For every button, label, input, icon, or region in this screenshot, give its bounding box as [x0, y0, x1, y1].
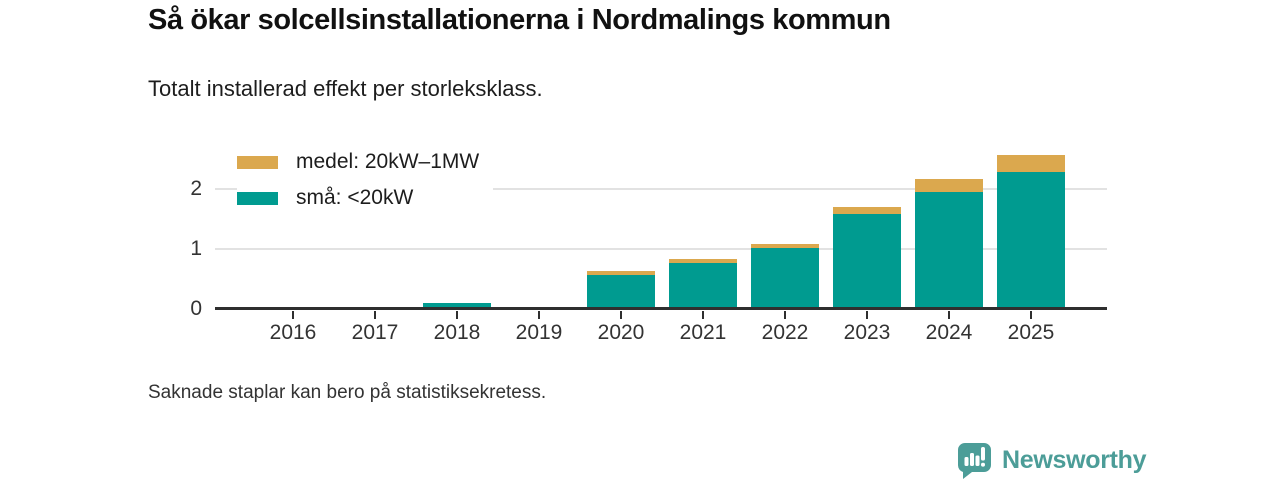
gridline-y1: [215, 248, 1107, 250]
bar-medel-2021: [669, 259, 737, 263]
legend: medel: 20kW–1MW små: <20kW: [237, 146, 494, 220]
bar-sma-2022: [751, 248, 819, 309]
y-tick-label: 1: [190, 237, 202, 260]
x-tick-label: 2017: [351, 321, 399, 344]
x-tick-label: 2018: [433, 321, 481, 344]
x-tick-2021: [702, 311, 704, 319]
legend-swatch: [237, 155, 278, 169]
newsworthy-logo-icon: [958, 443, 991, 479]
y-tick-label: 0: [190, 297, 202, 320]
chart-title: Så ökar solcellsinstallationerna i Nordm…: [148, 4, 891, 36]
x-tick-2025: [1030, 311, 1032, 319]
chart-subtitle: Totalt installerad effekt per storlekskl…: [148, 76, 543, 101]
bar-sma-2021: [669, 263, 737, 309]
brand-logo[interactable]: Newsworthy: [956, 441, 1147, 479]
legend-label: små: <20kW: [296, 186, 414, 209]
brand-name: Newsworthy: [1002, 445, 1147, 474]
y-tick-label: 2: [190, 177, 202, 200]
x-tick-label: 2024: [925, 321, 973, 344]
bar-sma-2024: [915, 192, 983, 309]
x-tick-label: 2023: [843, 321, 891, 344]
x-tick-label: 2022: [761, 321, 809, 344]
x-tick-2018: [456, 311, 458, 319]
legend-label: medel: 20kW–1MW: [296, 150, 480, 173]
x-tick-label: 2019: [515, 321, 563, 344]
bar-medel-2024: [915, 179, 983, 192]
legend-item-medel: medel: 20kW–1MW: [237, 146, 479, 178]
x-tick-2019: [538, 311, 540, 319]
x-tick-label: 2016: [269, 321, 317, 344]
plot-area: 2016 2017 2018 2019 2020 2021 2022 2023 2024 2025: [215, 138, 1107, 344]
gridline-y2: [215, 188, 1107, 190]
x-tick-label: 2021: [679, 321, 727, 344]
x-tick-2020: [620, 311, 622, 319]
x-tick-label: 2025: [1007, 321, 1055, 344]
x-tick-2022: [784, 311, 786, 319]
footnote: Saknade staplar kan bero på statistiksek…: [148, 382, 547, 403]
x-tick-2023: [866, 311, 868, 319]
bar-medel-2025: [997, 155, 1065, 172]
x-tick-label: 2020: [597, 321, 645, 344]
bar-sma-2025: [997, 172, 1065, 309]
bar-sma-2018: [423, 303, 491, 309]
x-axis-line: [215, 307, 1107, 310]
bar-medel-2020: [587, 271, 655, 275]
x-tick-2024: [948, 311, 950, 319]
bar-medel-2023: [833, 207, 901, 214]
bar-sma-2020: [587, 275, 655, 309]
legend-item-sma: små: <20kW: [237, 182, 479, 214]
x-tick-2016: [292, 311, 294, 319]
x-tick-2017: [374, 311, 376, 319]
bar-sma-2023: [833, 214, 901, 309]
legend-swatch: [237, 191, 278, 205]
bar-medel-2022: [751, 244, 819, 248]
